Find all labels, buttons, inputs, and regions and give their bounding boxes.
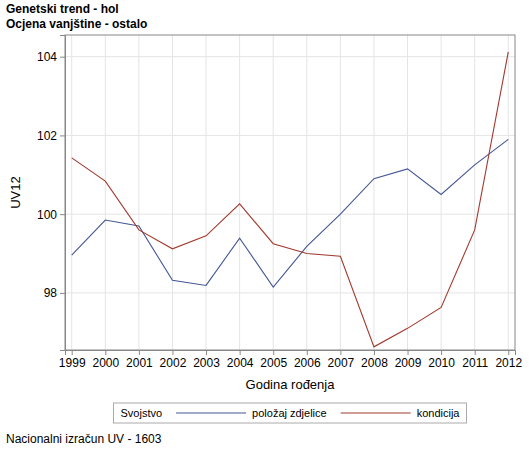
tick-label: 2006 [294,356,321,370]
grid-line-x [138,35,139,350]
grid-line-x [441,35,442,350]
tick-mark [105,350,106,355]
tick-label: 104 [37,50,57,64]
tick: 2008 [361,350,388,370]
grid-line-x [71,35,72,350]
tick: 2010 [428,350,455,370]
tick-label: 102 [37,129,57,143]
tick-label: 2000 [92,356,119,370]
series-line [72,139,509,287]
grid-line-x [239,35,240,350]
grid-line-x [373,35,374,350]
x-axis: 1999 2000 2001 2002 2003 2004 2005 2006 2007 2008… [59,350,523,370]
tick-label: 1999 [59,356,86,370]
title: Genetski trend - hol [6,2,119,16]
tick: 100 [37,207,65,221]
tick-label: 2010 [428,356,455,370]
tick-mark [60,214,65,215]
tick: 2011 [462,350,488,370]
tick-label: 98 [44,286,58,300]
grid-line-x [508,35,509,350]
tick: 102 [37,129,65,143]
tick-label: 2002 [160,356,187,370]
tick-mark [240,350,241,355]
tick-mark [72,350,73,355]
tick-mark [60,293,65,294]
plot: 1999 2000 2001 2002 2003 2004 2005 2006 2007 2008… [37,35,522,370]
tick-mark [340,350,341,355]
tick: 104 [37,50,65,64]
tick-label: 100 [37,207,57,221]
tick: 2004 [227,350,254,370]
tick-label: 2008 [361,356,388,370]
tick: 1999 [59,350,86,370]
grid-line-y [65,135,515,136]
y-axis-title: UV12 [8,176,23,209]
grid-line-x [273,35,274,350]
legend-title: Svojstvo [121,407,163,419]
grid-line-x [340,35,341,350]
tick-mark [408,350,409,355]
grid-line-y [65,56,515,57]
grid [65,35,515,350]
tick: 2006 [294,350,321,370]
x-axis-title: Godina rođenja [246,377,336,392]
grid-line-x [105,35,106,350]
tick: 2005 [260,350,287,370]
footnote: Nacionalni izračun UV - 1603 [6,432,162,446]
legend-box [114,403,467,423]
tick-mark [475,350,476,355]
tick: 2009 [395,350,422,370]
plot-frame [65,35,515,350]
tick-label: 2007 [328,356,355,370]
tick-label: 2009 [395,356,422,370]
tick-label: 2004 [227,356,254,370]
grid-line-x [407,35,408,350]
legend-swatch [341,412,411,413]
tick-mark [441,350,442,355]
tick-label: 2005 [260,356,287,370]
y-axis: 98 100 102 104 [37,36,66,351]
tick: 2000 [92,350,119,370]
grid-line-x [306,35,307,350]
tick-mark [307,350,308,355]
tick-mark [508,350,509,355]
tick: 2007 [328,350,355,370]
legend-items: Svojstvo položaj zdjelice kondicija [121,407,461,419]
legend-label: položaj zdjelice [252,407,327,419]
grid-line-x [474,35,475,350]
tick-mark [60,57,65,58]
tick: 2003 [193,350,220,370]
subtitle: Ocjena vanjštine - ostalo [6,17,147,31]
grid-line-y [65,214,515,215]
series-line [72,52,509,347]
axis-line [60,36,66,351]
chart: Genetski trend - holOcjena vanjštine - o… [0,0,529,454]
tick: 98 [44,286,65,300]
tick-label: 2003 [193,356,220,370]
tick-mark [374,350,375,355]
tick-mark [172,350,173,355]
axis-line [66,351,516,356]
tick: 2012 [495,350,522,370]
tick: 2001 [126,350,153,370]
tick-mark [139,350,140,355]
tick: 2002 [160,350,187,370]
tick-label: 2001 [126,356,153,370]
tick-mark [273,350,274,355]
grid-line-x [172,35,173,350]
series-group [72,52,509,347]
grid-line-x [206,35,207,350]
legend-swatch [176,412,246,413]
tick-mark [60,135,65,136]
tick-mark [206,350,207,355]
tick-label: 2011 [462,356,488,370]
tick-label: 2012 [495,356,522,370]
legend: Svojstvo položaj zdjelice kondicija [114,403,467,423]
legend-label: kondicija [417,407,461,419]
